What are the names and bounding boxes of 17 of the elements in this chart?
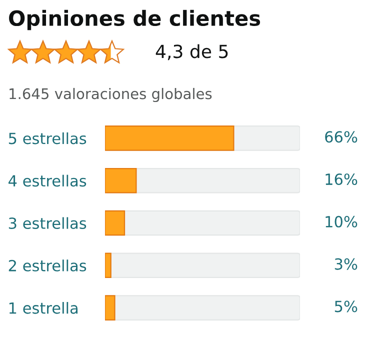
y-tick-label: 2 estrellas xyxy=(8,260,86,272)
data-label: 10% xyxy=(326,216,358,228)
y-tick-label: 1 estrella xyxy=(9,302,78,314)
text: 1.645 valoraciones globales xyxy=(10,88,212,102)
data-label: 5% xyxy=(334,300,358,312)
data-label: 3% xyxy=(334,258,358,270)
y-tick-label: 5 estrellas xyxy=(8,132,86,144)
bar xyxy=(105,168,137,194)
data-label: 66% xyxy=(325,131,358,143)
data-label: 16% xyxy=(326,173,358,186)
bar xyxy=(105,210,126,236)
chart-title: Opiniones de clientes xyxy=(9,10,260,30)
bar xyxy=(105,252,112,278)
chart-subtitle: 4,3 de 5 xyxy=(156,44,228,60)
y-tick-label: 4 estrellas xyxy=(8,174,86,187)
y-tick-label: 3 estrellas xyxy=(8,217,86,230)
bar xyxy=(105,295,116,320)
